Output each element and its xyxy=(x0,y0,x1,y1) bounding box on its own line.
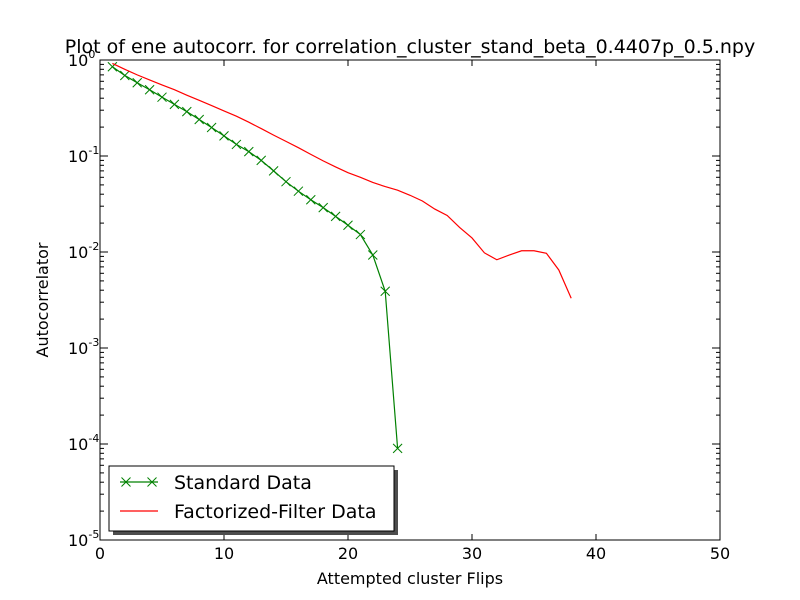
x-tick-label: 50 xyxy=(710,544,730,563)
x-tick-label: 40 xyxy=(586,544,606,563)
legend-standard-markers xyxy=(121,477,157,487)
y-tick-label: 10-3 xyxy=(68,336,99,358)
y-tick-base: 10 xyxy=(68,531,88,550)
y-tick-base: 10 xyxy=(68,51,88,70)
y-tick-exponent: -2 xyxy=(88,240,99,253)
data-point-marker xyxy=(132,77,143,88)
data-point-marker xyxy=(281,176,291,187)
y-tick-exponent: -3 xyxy=(88,336,99,349)
y-tick-base: 10 xyxy=(68,243,88,262)
data-point-marker xyxy=(380,286,391,297)
data-point-marker xyxy=(330,211,341,222)
data-point-marker xyxy=(169,99,180,110)
data-point-marker xyxy=(194,114,205,125)
data-point-marker xyxy=(181,106,192,117)
data-point-marker xyxy=(219,131,229,141)
y-tick-label: 100 xyxy=(68,48,95,70)
x-axis-label: Attempted cluster Flips xyxy=(317,569,503,588)
data-point-marker xyxy=(343,220,353,231)
data-point-marker xyxy=(243,146,254,157)
data-point-marker xyxy=(355,229,366,240)
legend: Standard Data Factorized-Filter Data xyxy=(108,465,398,535)
series-layer xyxy=(107,61,572,454)
y-tick-exponent: 0 xyxy=(88,48,95,61)
y-tick-base: 10 xyxy=(68,147,88,166)
legend-marker xyxy=(121,477,131,487)
data-point-marker xyxy=(144,84,155,95)
data-point-marker xyxy=(293,186,304,197)
data-point-marker xyxy=(305,194,316,205)
data-point-marker xyxy=(318,202,329,213)
y-tick-label: 10-5 xyxy=(68,528,99,550)
legend-factorized-label: Factorized-Filter Data xyxy=(174,501,376,523)
data-point-marker xyxy=(206,122,217,133)
data-point-marker xyxy=(392,443,403,454)
data-point-marker xyxy=(367,250,378,260)
data-point-marker xyxy=(107,61,118,72)
x-axis: 0 10 20 30 40 50 xyxy=(95,60,730,563)
y-axis-label: Autocorrelator xyxy=(33,242,52,357)
x-tick-label: 10 xyxy=(214,544,234,563)
axes-frame xyxy=(99,59,721,541)
legend-box xyxy=(108,465,395,532)
y-tick-label: 10-2 xyxy=(68,240,99,262)
y-tick-base: 10 xyxy=(68,435,88,454)
legend-standard-label: Standard Data xyxy=(174,472,312,494)
y-tick-exponent: -5 xyxy=(88,528,99,541)
y-tick-label: 10-4 xyxy=(68,432,99,454)
data-point-marker xyxy=(256,155,267,166)
legend-marker xyxy=(147,477,157,487)
series-line-factorized xyxy=(112,62,572,299)
chart-title: Plot of ene autocorr. for correlation_cl… xyxy=(65,36,755,58)
y-tick-label: 10-1 xyxy=(68,144,99,166)
data-point-marker xyxy=(157,92,167,103)
data-point-marker xyxy=(268,166,279,176)
y-tick-base: 10 xyxy=(68,339,88,358)
data-point-marker xyxy=(231,139,242,150)
x-tick-label: 20 xyxy=(338,544,358,563)
x-tick-label: 30 xyxy=(462,544,482,563)
data-point-marker xyxy=(119,70,130,81)
y-tick-exponent: -1 xyxy=(88,144,99,157)
y-tick-exponent: -4 xyxy=(88,432,99,445)
x-tick-label: 0 xyxy=(95,544,105,563)
